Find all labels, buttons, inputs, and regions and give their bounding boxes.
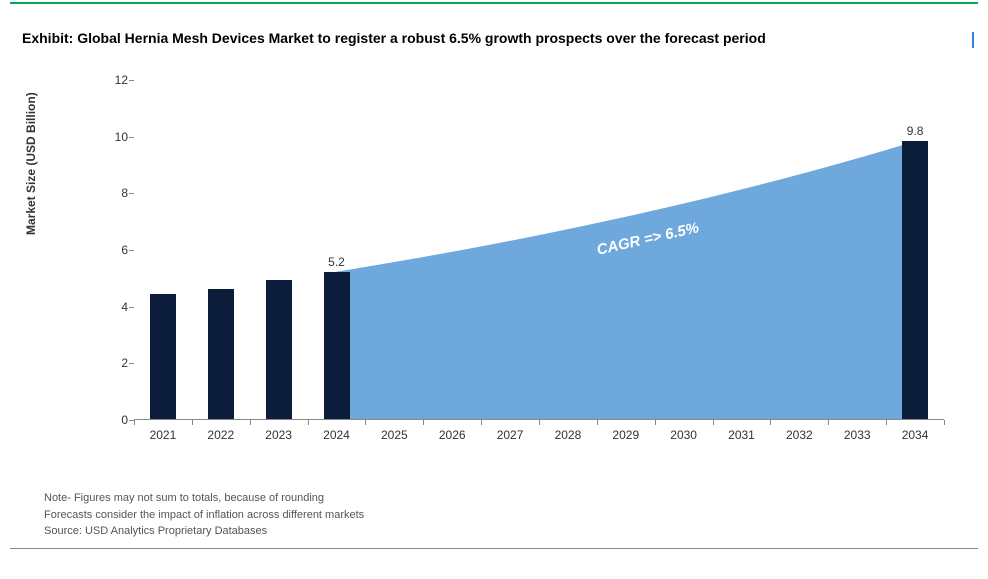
y-tick-mark <box>129 250 134 251</box>
x-tick-mark <box>597 420 598 425</box>
x-tick-label: 2034 <box>902 428 929 442</box>
y-tick-mark <box>129 137 134 138</box>
x-tick-label: 2021 <box>150 428 177 442</box>
bottom-border <box>10 548 978 549</box>
y-tick-mark <box>129 80 134 81</box>
x-tick-mark <box>944 420 945 425</box>
y-tick-label: 0 <box>94 413 128 427</box>
x-tick-mark <box>828 420 829 425</box>
x-tick-mark <box>770 420 771 425</box>
x-tick-mark <box>655 420 656 425</box>
top-accent-border <box>10 2 978 4</box>
y-tick-label: 4 <box>94 300 128 314</box>
y-tick-label: 6 <box>94 243 128 257</box>
bar-label-2034: 9.8 <box>907 124 924 138</box>
y-tick-label: 12 <box>94 73 128 87</box>
x-tick-label: 2032 <box>786 428 813 442</box>
x-tick-label: 2028 <box>555 428 582 442</box>
y-tick-mark <box>129 307 134 308</box>
x-tick-mark <box>886 420 887 425</box>
y-tick-label: 8 <box>94 186 128 200</box>
x-tick-label: 2033 <box>844 428 871 442</box>
x-tick-mark <box>250 420 251 425</box>
bar-2021 <box>150 294 176 419</box>
y-axis-label: Market Size (USD Billion) <box>24 92 38 235</box>
bar-2024 <box>324 272 350 419</box>
y-tick-mark <box>129 363 134 364</box>
bar-2022 <box>208 289 234 419</box>
plot-area: 0246810122021202220232024202520262027202… <box>134 80 944 420</box>
x-tick-label: 2029 <box>612 428 639 442</box>
x-tick-label: 2026 <box>439 428 466 442</box>
x-tick-label: 2023 <box>265 428 292 442</box>
exhibit-title: Exhibit: Global Hernia Mesh Devices Mark… <box>22 30 766 46</box>
x-tick-label: 2025 <box>381 428 408 442</box>
bar-label-2024: 5.2 <box>328 255 345 269</box>
x-tick-mark <box>713 420 714 425</box>
x-tick-label: 2027 <box>497 428 524 442</box>
footnote-line: Note- Figures may not sum to totals, bec… <box>44 490 364 507</box>
x-tick-label: 2031 <box>728 428 755 442</box>
x-tick-mark <box>539 420 540 425</box>
y-tick-label: 10 <box>94 130 128 144</box>
x-tick-mark <box>134 420 135 425</box>
y-tick-label: 2 <box>94 356 128 370</box>
y-tick-mark <box>129 193 134 194</box>
x-tick-mark <box>308 420 309 425</box>
footnote-line: Forecasts consider the impact of inflati… <box>44 507 364 524</box>
x-tick-mark <box>365 420 366 425</box>
x-tick-mark <box>481 420 482 425</box>
bar-2023 <box>266 280 292 419</box>
x-tick-label: 2022 <box>207 428 234 442</box>
x-tick-mark <box>192 420 193 425</box>
footnote-line: Source: USD Analytics Proprietary Databa… <box>44 523 364 540</box>
x-tick-label: 2030 <box>670 428 697 442</box>
bar-2034 <box>902 141 928 419</box>
market-chart: Market Size (USD Billion) 02468101220212… <box>44 70 964 470</box>
footnotes: Note- Figures may not sum to totals, bec… <box>44 490 364 540</box>
cagr-label: CAGR => 6.5% <box>595 219 700 258</box>
forecast-area <box>134 79 944 419</box>
x-tick-label: 2024 <box>323 428 350 442</box>
cursor-mark-decoration <box>972 32 974 48</box>
x-tick-mark <box>423 420 424 425</box>
